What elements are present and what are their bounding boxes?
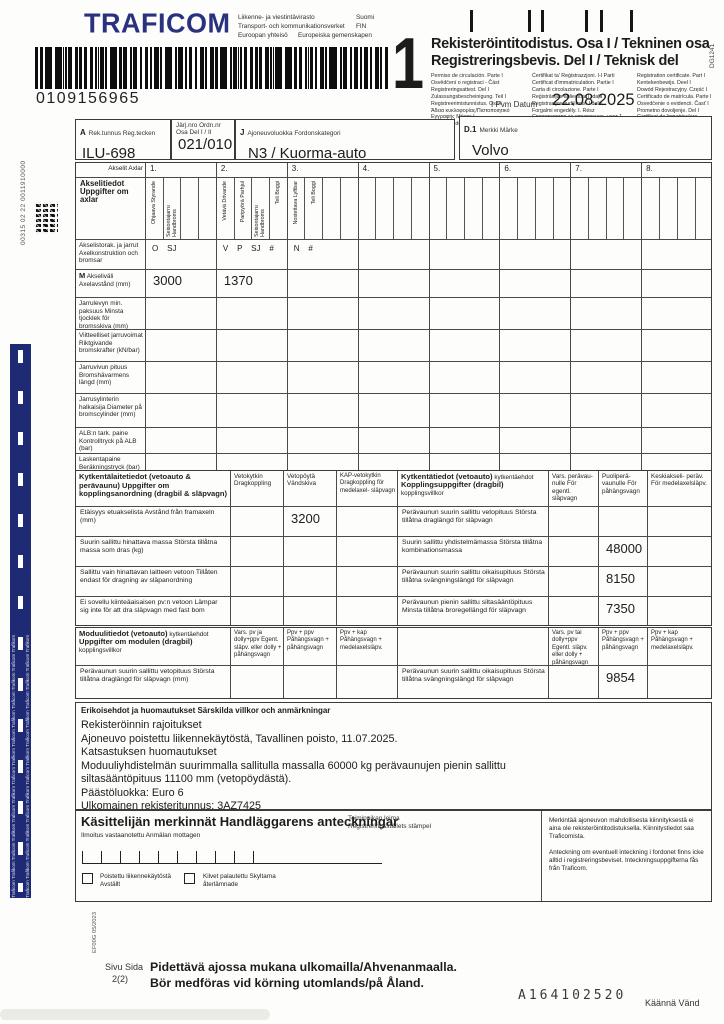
axle-table: Akselit Axlar 1. 2. 3. 4. 5. 6. 7. 8. Ak… — [75, 162, 712, 485]
title-translations-col3: Registration certificate. Part I Kenteke… — [637, 73, 712, 120]
wheelbase-2-value: 1370 — [217, 270, 288, 297]
margin-print-number: 00315 02 22 0011910000 — [20, 160, 27, 245]
coupling-right-title: Kytkentätiedot (vetoauto) kytkentäehdot K… — [401, 472, 534, 497]
decommissioned-checkbox — [82, 873, 93, 884]
axle1-parkbrake-label: Seisontajarru Handbroms — [165, 205, 179, 237]
handler-divider — [541, 811, 542, 901]
barcode-number: 0109156965 — [36, 90, 140, 107]
brake-lever-label: Jarruvivun pituus Bromshävarmens längd (… — [79, 364, 130, 387]
field-make: D.1 Merkki Märke Volvo — [459, 116, 712, 160]
security-strip-text: Traficom Trafikom Traficom Trafikom Traf… — [25, 634, 30, 898]
agency-block: Liikenne- ja viestintävirasto Suomi Trans… — [238, 13, 438, 40]
doc-title-sv: Registreringsbevis. Del I / Teknisk del — [431, 53, 679, 69]
axle1-construction-value: O SJ — [146, 240, 217, 269]
registration-number-value: ILU-698 — [82, 145, 136, 162]
mortgage-note-sv: Anteckning om eventuell inteckning i for… — [549, 849, 704, 872]
module-title: Moduulitiedot (vetoauto) kytkentäehdot Up… — [79, 629, 209, 654]
axle3-bogie-label: Teli Boggi — [310, 181, 317, 205]
emission-class-line: Päästöluokka: Euro 6 — [81, 786, 184, 799]
field-registration-number: A Rek.tunnus Reg.tecken ILU-698 — [75, 119, 171, 162]
barcode-1d — [35, 47, 388, 89]
coupling-table: Kytkentälaitetiedot (vetoauto & perävaun… — [75, 470, 712, 626]
axle2-construction-value: V P SJ # — [217, 240, 288, 269]
eu-community-sv: Europeiska gemenskapen — [298, 32, 372, 39]
swing-length-value: 8150 — [599, 567, 648, 596]
fifth-wheel-distance-value: 3200 — [284, 507, 337, 536]
date-value: 22.08.2025 — [552, 91, 635, 109]
page-label: Sivu Sida — [105, 962, 144, 972]
special-conditions-box: Erikoisehdot ja huomautukset Särskilda v… — [75, 702, 712, 812]
axle2-driving-label: Vetävä Drivande — [222, 181, 229, 221]
axle-info-title: Akselitiedot Uppgifter om axlar — [80, 179, 129, 205]
plates-returned-checkbox-label: Kilvet palautettu Skyltarna återlämnade — [203, 873, 276, 888]
foreign-reg-line: Ulkomainen rekisteritunnus: 3AZ7425 — [81, 800, 262, 812]
page-number: 2(2) — [112, 974, 129, 984]
datamatrix-barcode-icon — [34, 202, 58, 234]
axle2-twin-wheel-label: Paripyörä Parhjul — [239, 181, 246, 223]
country-code: FIN — [356, 23, 367, 30]
turn-over-label: Käännä Vänd — [645, 998, 700, 1008]
special-conditions-title: Erikoisehdot ja huomautukset Särskilda v… — [81, 706, 331, 715]
axle2-parkbrake-label: Seisontajarru Handbroms — [254, 205, 267, 237]
wheelbase-1-value: 3000 — [146, 270, 217, 297]
special-conditions-text: Rekisteröinnin rajoitukset Ajoneuvo pois… — [76, 715, 711, 814]
date-label: I Pvm Datum — [491, 100, 538, 109]
axle-construction-label: Akselistorak. ja jarrut Axelkonstruktion… — [79, 242, 139, 265]
field-code-d1: D.1 — [464, 125, 477, 134]
wheelbase-code: M — [79, 271, 86, 280]
decommissioned-checkbox-label: Poistettu liikennekäytöstä Avställt — [100, 873, 172, 888]
security-strip: Traficom Trafikom Traficom Trafikom Traf… — [10, 344, 31, 898]
module-swing-length-value: 9854 — [599, 666, 648, 698]
mortgage-note-fi: Merkintää ajoneuvon mahdollisesta kiinni… — [549, 817, 694, 840]
security-strip-text: Traficom Trafikom Traficom Trafikom Traf… — [11, 634, 16, 898]
brake-disc-label: Jarrulevyn min. paksuus Minsta tjocklek … — [79, 300, 128, 329]
field-vehicle-category: J Ajoneuvoluokka Fordonskategori N3 / Kuo… — [235, 119, 455, 162]
order-number-value: 021/010 — [178, 136, 233, 153]
mortgage-notes: Merkintää ajoneuvon mahdollisesta kiinni… — [549, 817, 707, 873]
country-fi: Suomi — [356, 14, 375, 21]
security-strip-dashes — [18, 350, 23, 892]
brake-cylinder-label: Jarrusylinterin halkaisija Diameter på b… — [79, 396, 142, 419]
agency-name-fi: Liikenne- ja viestintävirasto — [238, 14, 315, 21]
axle2-bogie-label: Teli Boggi — [275, 181, 282, 205]
inspection-heading: Katsastuksen huomautukset — [81, 746, 217, 758]
module-table: Moduulitiedot (vetoauto) kytkentäehdot Up… — [75, 627, 712, 699]
eu-community-fi: Euroopan yhteisö — [238, 32, 288, 39]
alb-pressure-label: ALB:n tark. paine Kontrolltryck på ALB (… — [79, 430, 137, 453]
axle-corner-label: Akselit Axlar — [108, 165, 143, 172]
field-code-j: J — [240, 128, 245, 137]
scan-artifact — [0, 1009, 270, 1020]
make-value: Volvo — [472, 142, 509, 159]
traficom-logo: TRAFICOM — [84, 7, 231, 39]
doc-code: DG1241 — [709, 43, 716, 68]
doc-title-fi: Rekisteröintitodistus. Osa I / Tekninen … — [431, 36, 710, 52]
restriction-heading: Rekisteröinnin rajoitukset — [81, 719, 202, 731]
agency-name-sv: Transport- och kommunikationsverket — [238, 23, 345, 30]
handler-title: Käsittelijän merkinnät Handläggarens ant… — [81, 814, 399, 829]
field-code-a: A — [80, 128, 86, 137]
axle3-construction-value: N # — [288, 240, 359, 269]
date-entry-cells — [82, 851, 382, 864]
calc-pressure-label: Laskentapaine Beräkningstryck (bar) — [79, 456, 140, 471]
field-order-number: Järj.nro Ordn.nr Osa Del I / II 021/010 — [171, 119, 235, 160]
coupling-left-title: Kytkentälaitetiedot (vetoauto & perävaun… — [79, 472, 228, 499]
decommission-line: Ajoneuvo poistettu liikennekäytöstä, Tav… — [81, 732, 398, 745]
part-number: 1 — [392, 24, 425, 104]
received-label: Ilmoitus vastaanotettu Anmälan mottagen — [81, 832, 201, 839]
axle3-liftable-label: Nostettava Lyftbar — [293, 181, 299, 225]
document-serial-number: A164102520 — [518, 988, 627, 1003]
combination-mass-value: 48000 — [599, 537, 648, 566]
vehicle-category-value: N3 / Kuorma-auto — [248, 145, 367, 162]
brake-forces-label: Viitteelliset jarruvoimat Riktgivande br… — [79, 332, 143, 355]
axle1-steering-label: Ohjaava Styrande — [151, 181, 158, 225]
form-code: EF00G 05/2023 — [92, 912, 98, 953]
carry-notice: Pidettävä ajossa mukana ulkomailla/Ahven… — [150, 960, 457, 990]
bridge-rule-length-value: 7350 — [599, 597, 648, 625]
stamp-label: Toimipaikan leima Registreringsställets … — [348, 815, 432, 830]
plates-returned-checkbox — [184, 873, 195, 884]
handler-box: Käsittelijän merkinnät Handläggarens ant… — [75, 810, 712, 902]
